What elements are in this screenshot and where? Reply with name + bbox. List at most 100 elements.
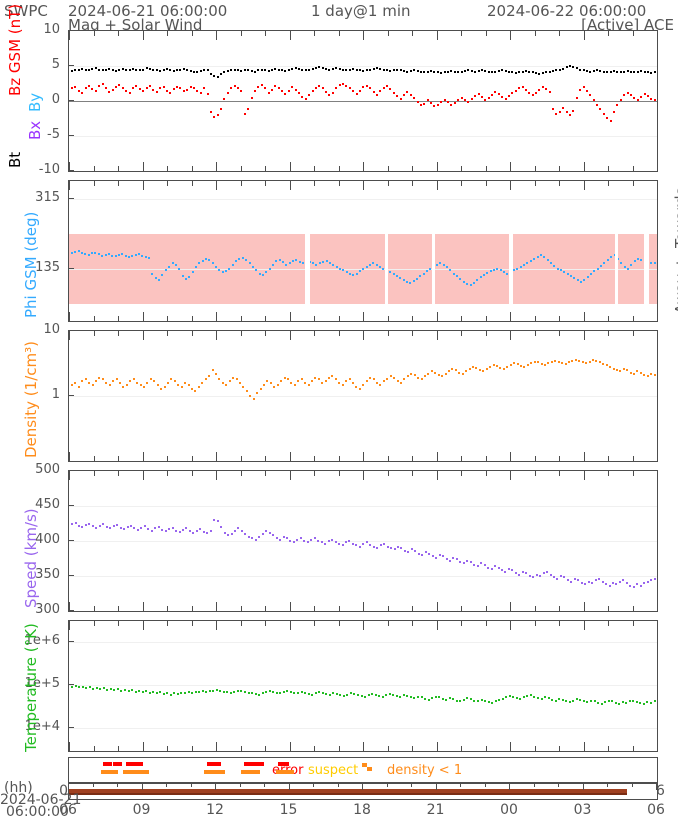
data-point (203, 69, 205, 71)
data-point (456, 558, 458, 560)
data-point (373, 68, 375, 70)
data-point (473, 564, 475, 566)
data-point (356, 273, 358, 275)
data-point (74, 382, 76, 384)
data-point (131, 689, 133, 691)
data-point (78, 386, 80, 388)
data-point (407, 375, 409, 377)
data-point (613, 111, 615, 113)
agency-label: SWPC (4, 2, 48, 20)
data-point (304, 382, 306, 384)
data-point (486, 272, 488, 274)
data-point (637, 99, 639, 101)
data-point (640, 585, 642, 587)
data-point (495, 700, 497, 702)
data-point (338, 543, 340, 545)
data-point (613, 368, 615, 370)
data-point (149, 85, 151, 87)
x-tick-mark (339, 471, 340, 476)
data-point (265, 271, 267, 273)
x-tick-mark (216, 742, 217, 751)
data-point (345, 541, 347, 543)
data-point (459, 278, 461, 280)
data-point (463, 281, 465, 283)
data-point (530, 694, 532, 696)
data-point (575, 359, 577, 361)
data-point (366, 69, 368, 71)
x-tick-mark (633, 181, 634, 186)
data-point (284, 377, 286, 379)
data-point (284, 70, 286, 72)
data-point (217, 520, 219, 522)
data-point (172, 262, 174, 264)
data-point (118, 84, 120, 86)
x-tick-mark (608, 471, 609, 476)
data-point (522, 71, 524, 73)
data-point (202, 260, 204, 262)
data-point (322, 87, 324, 89)
data-point (494, 71, 496, 73)
data-point (156, 69, 158, 71)
data-point (450, 104, 452, 106)
data-point (234, 85, 236, 87)
data-point (403, 70, 405, 72)
x-tick-mark (94, 316, 95, 321)
x-tick-mark (265, 456, 266, 461)
x-hour-label-lower: 03 (563, 802, 603, 818)
data-point (175, 264, 177, 266)
data-point (209, 690, 211, 692)
data-point (266, 380, 268, 382)
data-point (291, 68, 293, 70)
data-point (609, 366, 611, 368)
data-point (280, 380, 282, 382)
data-point (633, 71, 635, 73)
data-point (224, 532, 226, 534)
data-point (240, 90, 242, 92)
data-point (212, 369, 214, 371)
data-point (369, 377, 371, 379)
data-point (180, 692, 182, 694)
data-point (183, 68, 185, 70)
data-point (633, 586, 635, 588)
data-point (606, 117, 608, 119)
data-point (288, 69, 290, 71)
data-point (166, 90, 168, 92)
error-marker (113, 762, 122, 766)
data-point (217, 76, 219, 78)
data-point (242, 386, 244, 388)
data-point (251, 70, 253, 72)
x-tick-mark (339, 606, 340, 611)
data-point (622, 701, 624, 703)
data-point (400, 547, 402, 549)
x-tick-mark (143, 331, 144, 340)
x-tick-mark (69, 331, 70, 340)
data-point (311, 694, 313, 696)
data-point (380, 544, 382, 546)
data-point (439, 554, 441, 556)
data-point (91, 68, 93, 70)
x-tick-mark (486, 456, 487, 461)
data-point (223, 691, 225, 693)
data-point (413, 697, 415, 699)
x-tick-mark (118, 181, 119, 186)
data-point (223, 98, 225, 100)
data-point (285, 264, 287, 266)
data-point (457, 99, 459, 101)
data-point (127, 526, 129, 528)
data-point (509, 695, 511, 697)
data-point (379, 90, 381, 92)
data-point (639, 702, 641, 704)
data-point (186, 89, 188, 91)
data-point (161, 529, 163, 531)
data-point (156, 91, 158, 93)
data-point (486, 368, 488, 370)
data-point (289, 262, 291, 264)
data-point (195, 691, 197, 693)
data-point (212, 262, 214, 264)
data-point (203, 87, 205, 89)
data-point (501, 569, 503, 571)
data-point (212, 690, 214, 692)
data-point (342, 544, 344, 546)
data-point (361, 695, 363, 697)
x-tick-mark (69, 31, 70, 40)
